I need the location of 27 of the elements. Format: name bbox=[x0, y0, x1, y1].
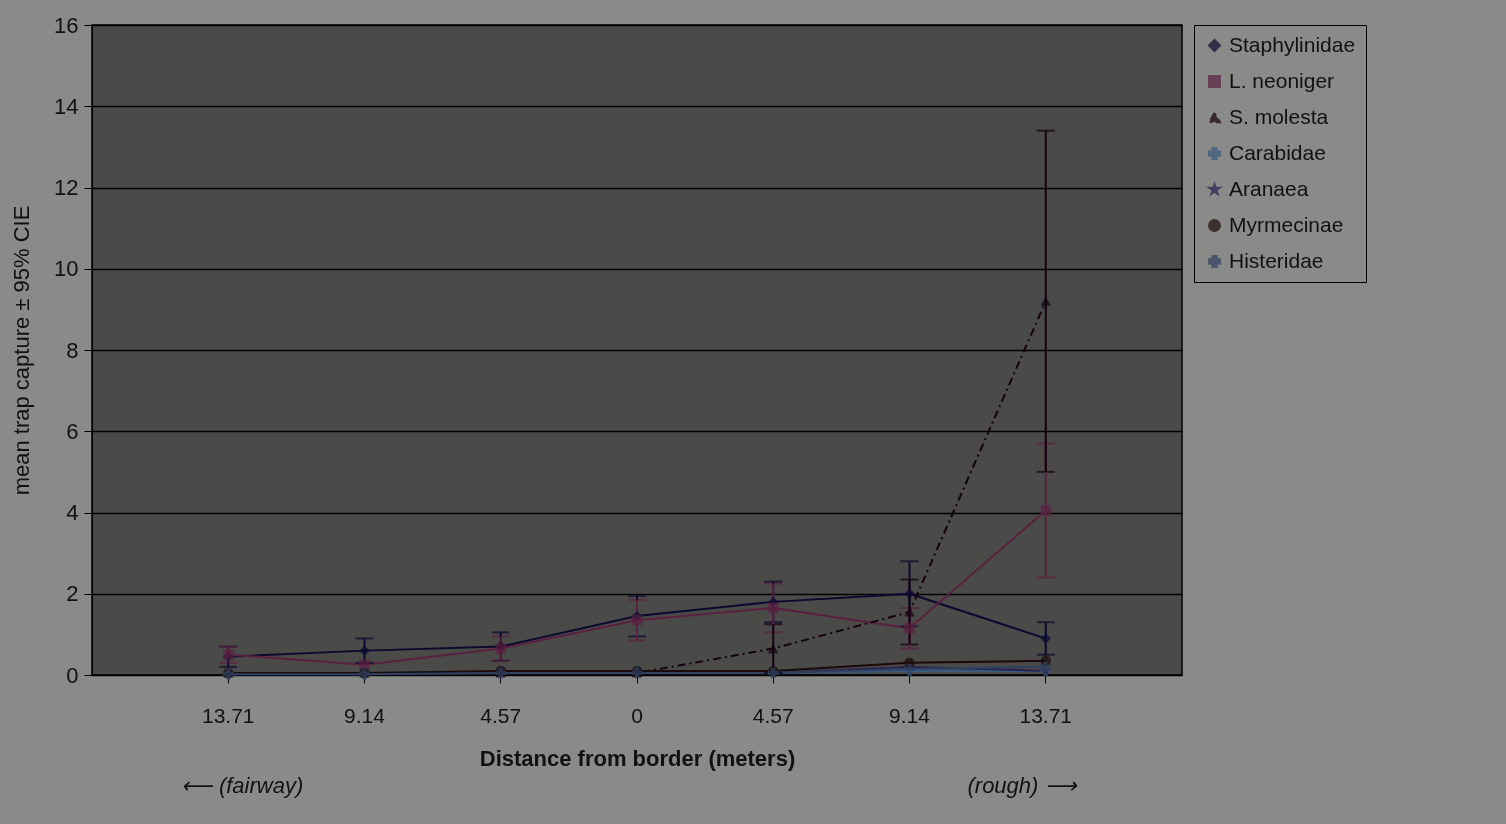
legend-label: Staphylinidae bbox=[1229, 32, 1356, 56]
legend-label: Myrmecinae bbox=[1229, 212, 1344, 236]
x-tick-label: 13.71 bbox=[1019, 703, 1073, 727]
y-tick-label: 16 bbox=[54, 12, 79, 38]
y-tick-label: 4 bbox=[66, 500, 79, 525]
x-tick-label: 13.71 bbox=[201, 703, 255, 727]
y-tick-label: 10 bbox=[54, 256, 79, 282]
y-tick-label: 2 bbox=[66, 581, 79, 607]
x-tick-label: 9.14 bbox=[889, 703, 931, 727]
legend-label: Carabidae bbox=[1229, 140, 1326, 164]
text: (rough) ⟶ bbox=[967, 773, 1078, 798]
y-tick-label: 8 bbox=[66, 337, 79, 363]
legend-label: Aranaea bbox=[1229, 176, 1309, 200]
legend-label: Histeridae bbox=[1229, 248, 1324, 272]
y-tick-label: 6 bbox=[66, 418, 79, 444]
x-axis-title: Distance from border (meters) bbox=[479, 745, 796, 771]
y-axis-title: mean trap capture ± 95% CIE bbox=[9, 205, 35, 496]
x-tick-label: 9.14 bbox=[344, 703, 386, 727]
legend-label: S. molesta bbox=[1229, 104, 1329, 128]
x-tick-label: 4.57 bbox=[752, 703, 794, 727]
text: ⟵ (fairway) bbox=[180, 773, 304, 798]
y-tick-label: 14 bbox=[54, 93, 79, 119]
y-tick-label: 0 bbox=[66, 662, 79, 688]
y-tick-label: 12 bbox=[54, 175, 79, 200]
x-tick-label: 4.57 bbox=[480, 703, 522, 727]
legend-label: L. neoniger bbox=[1229, 68, 1335, 92]
x-tick-label: 0 bbox=[631, 703, 643, 727]
